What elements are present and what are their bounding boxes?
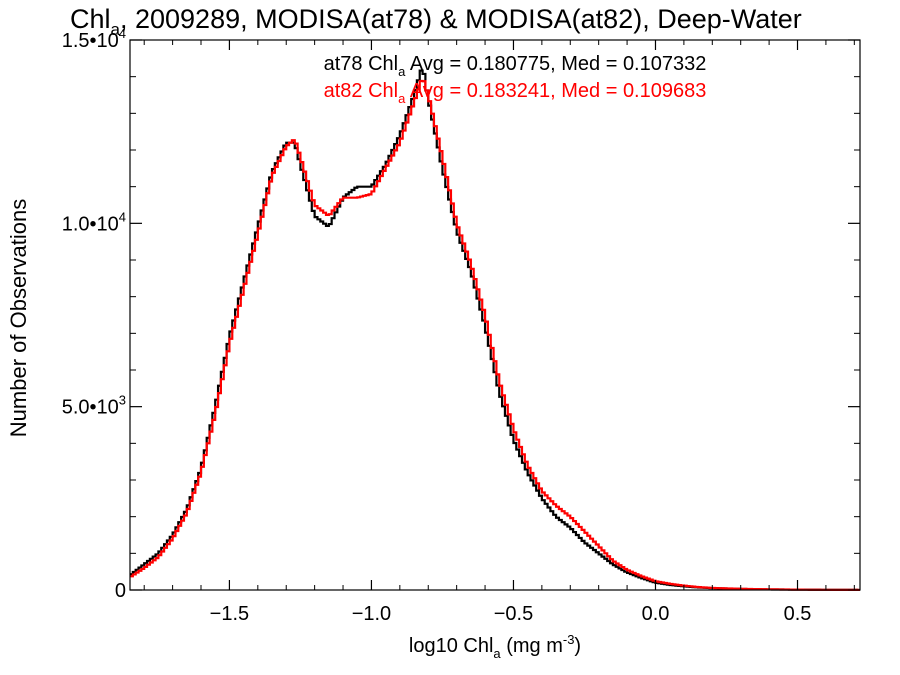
series-layer xyxy=(130,69,860,592)
ticks-layer: −1.5 −1.0 −0.5 0.0 0.5 0 5.0•103 1.0•104 1.5•104 xyxy=(62,26,860,625)
series-line-0 xyxy=(130,69,860,592)
annotation-at82: at82 Chla Avg = 0.183241, Med = 0.109683 xyxy=(324,80,707,106)
y-tick-label: 0 xyxy=(115,580,126,602)
x-axis-label: log10 Chla (mg m-3) xyxy=(409,632,581,661)
plot-frame xyxy=(129,39,861,591)
x-tick-label: −1.0 xyxy=(352,603,391,625)
y-tick-label: 1.0•104 xyxy=(62,209,126,235)
x-tick-label: 0.0 xyxy=(642,603,670,625)
x-tick-label: −0.5 xyxy=(494,603,533,625)
x-tick-label: 0.5 xyxy=(784,603,812,625)
y-tick-label: 5.0•103 xyxy=(62,393,126,419)
y-tick-label: 1.5•104 xyxy=(62,26,126,52)
annotation-at78: at78 Chla Avg = 0.180775, Med = 0.107332 xyxy=(324,53,707,79)
chart-title: Chla, 2009289, MODISA(at78) & MODISA(at8… xyxy=(70,4,802,39)
x-tick-label: −1.5 xyxy=(210,603,249,625)
series-line-1 xyxy=(130,79,860,592)
y-axis-label: Number of Observations xyxy=(6,199,31,437)
